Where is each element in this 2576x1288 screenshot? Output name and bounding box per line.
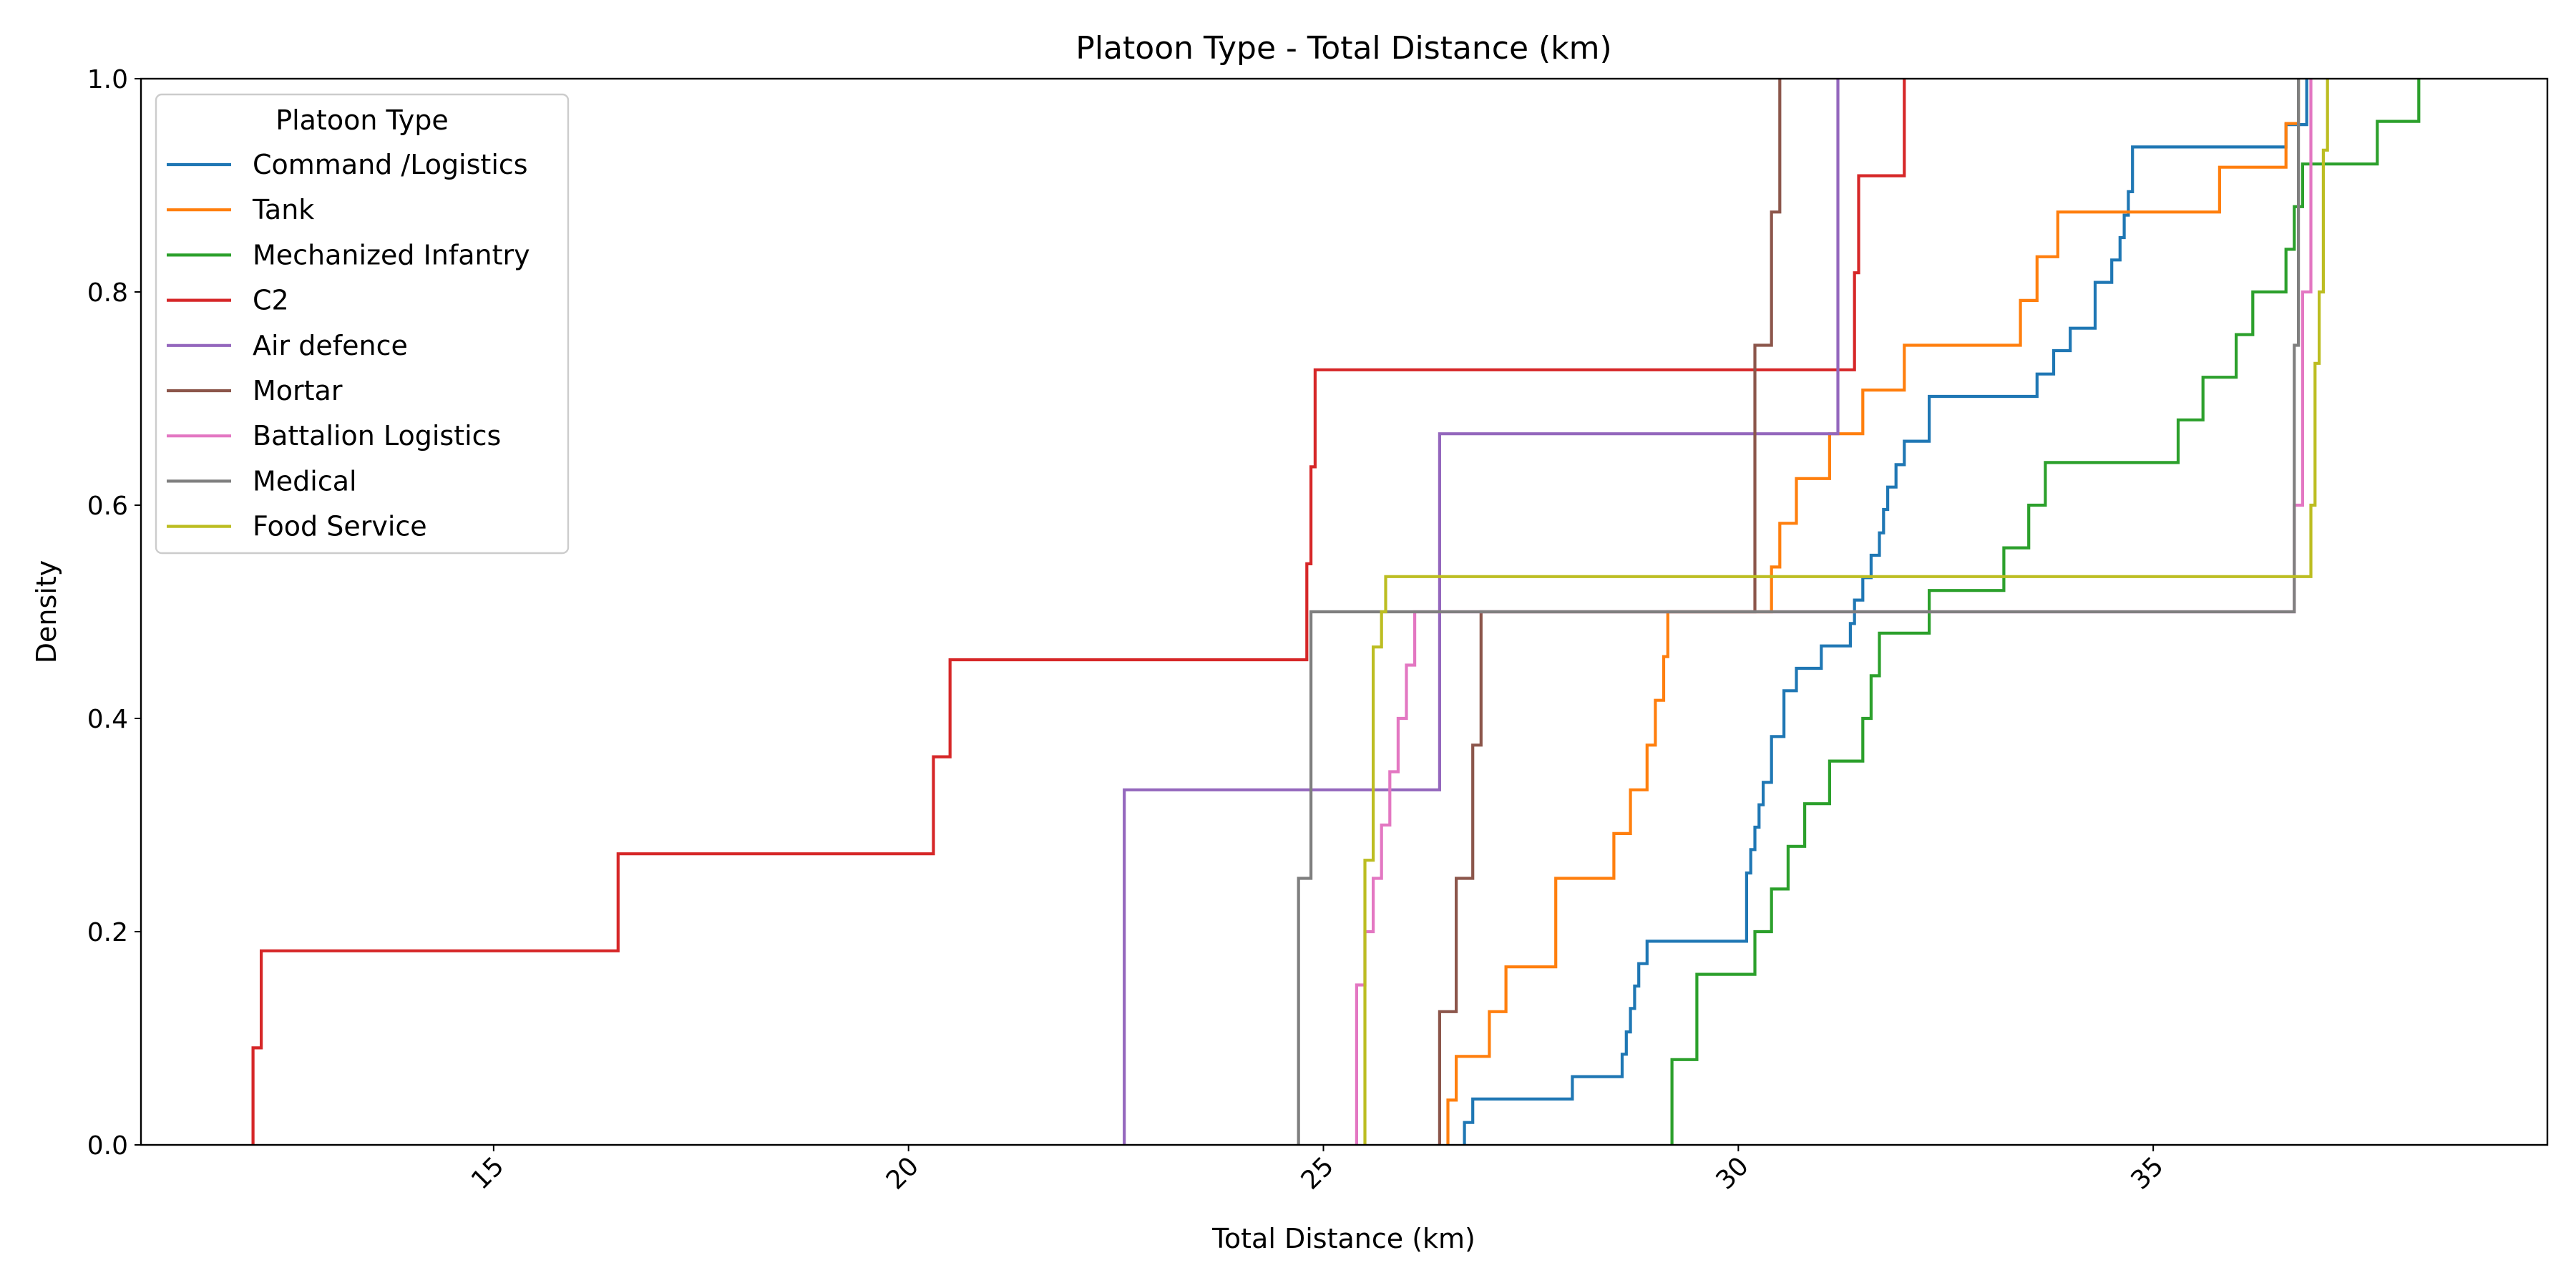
legend-label-battalion-logistics: Battalion Logistics bbox=[253, 420, 501, 452]
x-tick-label: 20 bbox=[881, 1151, 924, 1195]
series-line-mortar bbox=[1438, 79, 1782, 1145]
series-line-mechanized-infantry bbox=[1670, 79, 2421, 1145]
legend-items: Command /Logistics Tank Mechanized Infantr… bbox=[167, 149, 530, 542]
y-tick-label: 1.0 bbox=[87, 65, 128, 94]
legend-label-command-logistics: Command /Logistics bbox=[253, 149, 528, 180]
legend-label-mortar: Mortar bbox=[253, 375, 343, 406]
x-tick-label: 15 bbox=[466, 1151, 509, 1195]
legend-box bbox=[155, 93, 570, 555]
y-tick-label: 0.8 bbox=[87, 278, 128, 308]
legend-label-c2: C2 bbox=[253, 285, 289, 316]
x-tick-label: 30 bbox=[1711, 1151, 1755, 1195]
plot-lines bbox=[251, 79, 2421, 1145]
chart-title: Platoon Type - Total Distance (km) bbox=[1075, 30, 1611, 67]
y-tick-label: 0.2 bbox=[87, 918, 128, 947]
legend: Platoon Type Command /Logistics Tank Mecha… bbox=[155, 93, 570, 555]
legend-label-food-service: Food Service bbox=[253, 511, 427, 542]
y-tick-label: 0.6 bbox=[87, 492, 128, 521]
x-axis-label: Total Distance (km) bbox=[1211, 1223, 1475, 1254]
y-tick-label: 0.4 bbox=[87, 705, 128, 734]
y-axis-label: Density bbox=[31, 560, 62, 663]
legend-label-tank: Tank bbox=[252, 194, 314, 225]
y-tick-label: 0.0 bbox=[87, 1131, 128, 1161]
x-axis: 15 20 25 30 35 bbox=[466, 1145, 2170, 1196]
series-line-c2 bbox=[251, 79, 1906, 1145]
series-line-food-service bbox=[1363, 79, 2329, 1145]
series-line-medical bbox=[1297, 79, 2301, 1145]
legend-label-medical: Medical bbox=[253, 465, 357, 497]
plot-area-frame bbox=[140, 77, 2549, 1146]
series-line-battalion-logistics bbox=[1355, 79, 2313, 1145]
y-axis: 0.0 0.2 0.4 0.6 0.8 1.0 bbox=[87, 65, 141, 1161]
x-tick-label: 25 bbox=[1296, 1151, 1340, 1195]
legend-label-mechanized-infantry: Mechanized Infantry bbox=[253, 239, 530, 270]
legend-title: Platoon Type bbox=[275, 104, 449, 136]
legend-label-air-defence: Air defence bbox=[253, 330, 408, 361]
x-tick-label: 35 bbox=[2125, 1151, 2169, 1195]
